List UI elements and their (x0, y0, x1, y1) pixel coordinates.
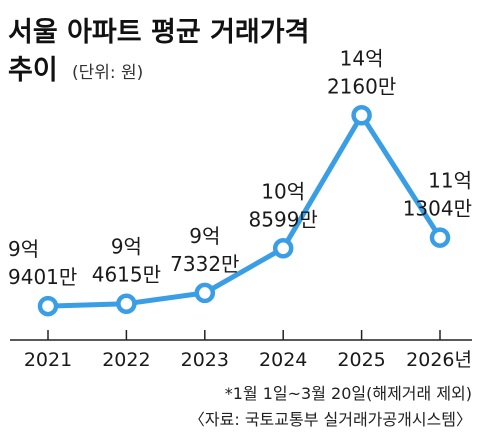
data-label-2021-man: 9401만 (8, 265, 77, 289)
data-point-2021 (37, 295, 59, 317)
data-label-2026년-eok: 11억 (428, 169, 472, 193)
data-label-2024-man: 8599만 (249, 207, 318, 231)
data-point-2023 (194, 282, 216, 304)
x-tick-label-2025: 2025 (337, 349, 385, 371)
x-tick-label-2023: 2023 (181, 349, 229, 371)
x-tick-layer: 2021 2022 2023 2024 2025 2026년 (24, 330, 472, 371)
x-tick-label-2026년: 2026년 (406, 349, 472, 371)
data-label-2025-man: 2160만 (327, 74, 396, 98)
x-tick-label-2024: 2024 (259, 349, 307, 371)
data-point-2026년 (429, 227, 451, 248)
data-point-2025 (351, 105, 372, 126)
data-label-2023-eok: 9억 (189, 224, 220, 248)
series-layer (37, 105, 451, 317)
x-tick-label-2021: 2021 (24, 349, 72, 371)
x-tick-label-2022: 2022 (102, 349, 150, 371)
data-label-2025-eok: 14억 (340, 46, 384, 70)
data-label-2026년-man: 1304만 (403, 197, 472, 221)
data-label-2024-eok: 10억 (261, 179, 305, 203)
unit-label: (단위: 원) (72, 63, 143, 83)
footnote: *1월 1일~3월 20일(해제거래 제외) (225, 384, 472, 403)
data-point-2022 (116, 293, 137, 314)
source-note: 〈자료: 국토교통부 실거래가공개시스템〉 (189, 410, 472, 429)
data-point-2024 (272, 238, 294, 259)
data-label-2021-eok: 9억 (8, 237, 39, 261)
data-label-2022-man: 4615만 (92, 263, 161, 287)
chart-title-line2: 추이 (8, 55, 58, 86)
chart-title-line1: 서울 아파트 평균 거래가격 (8, 17, 309, 48)
data-label-layer: 9억 9401만 9억 4615만 9억 7332만 10억 8599만 14억 2160만 11억… (8, 46, 472, 289)
data-label-2023-man: 7332만 (170, 252, 239, 276)
series-line (45, 112, 443, 309)
data-label-2022-eok: 9억 (111, 235, 142, 259)
